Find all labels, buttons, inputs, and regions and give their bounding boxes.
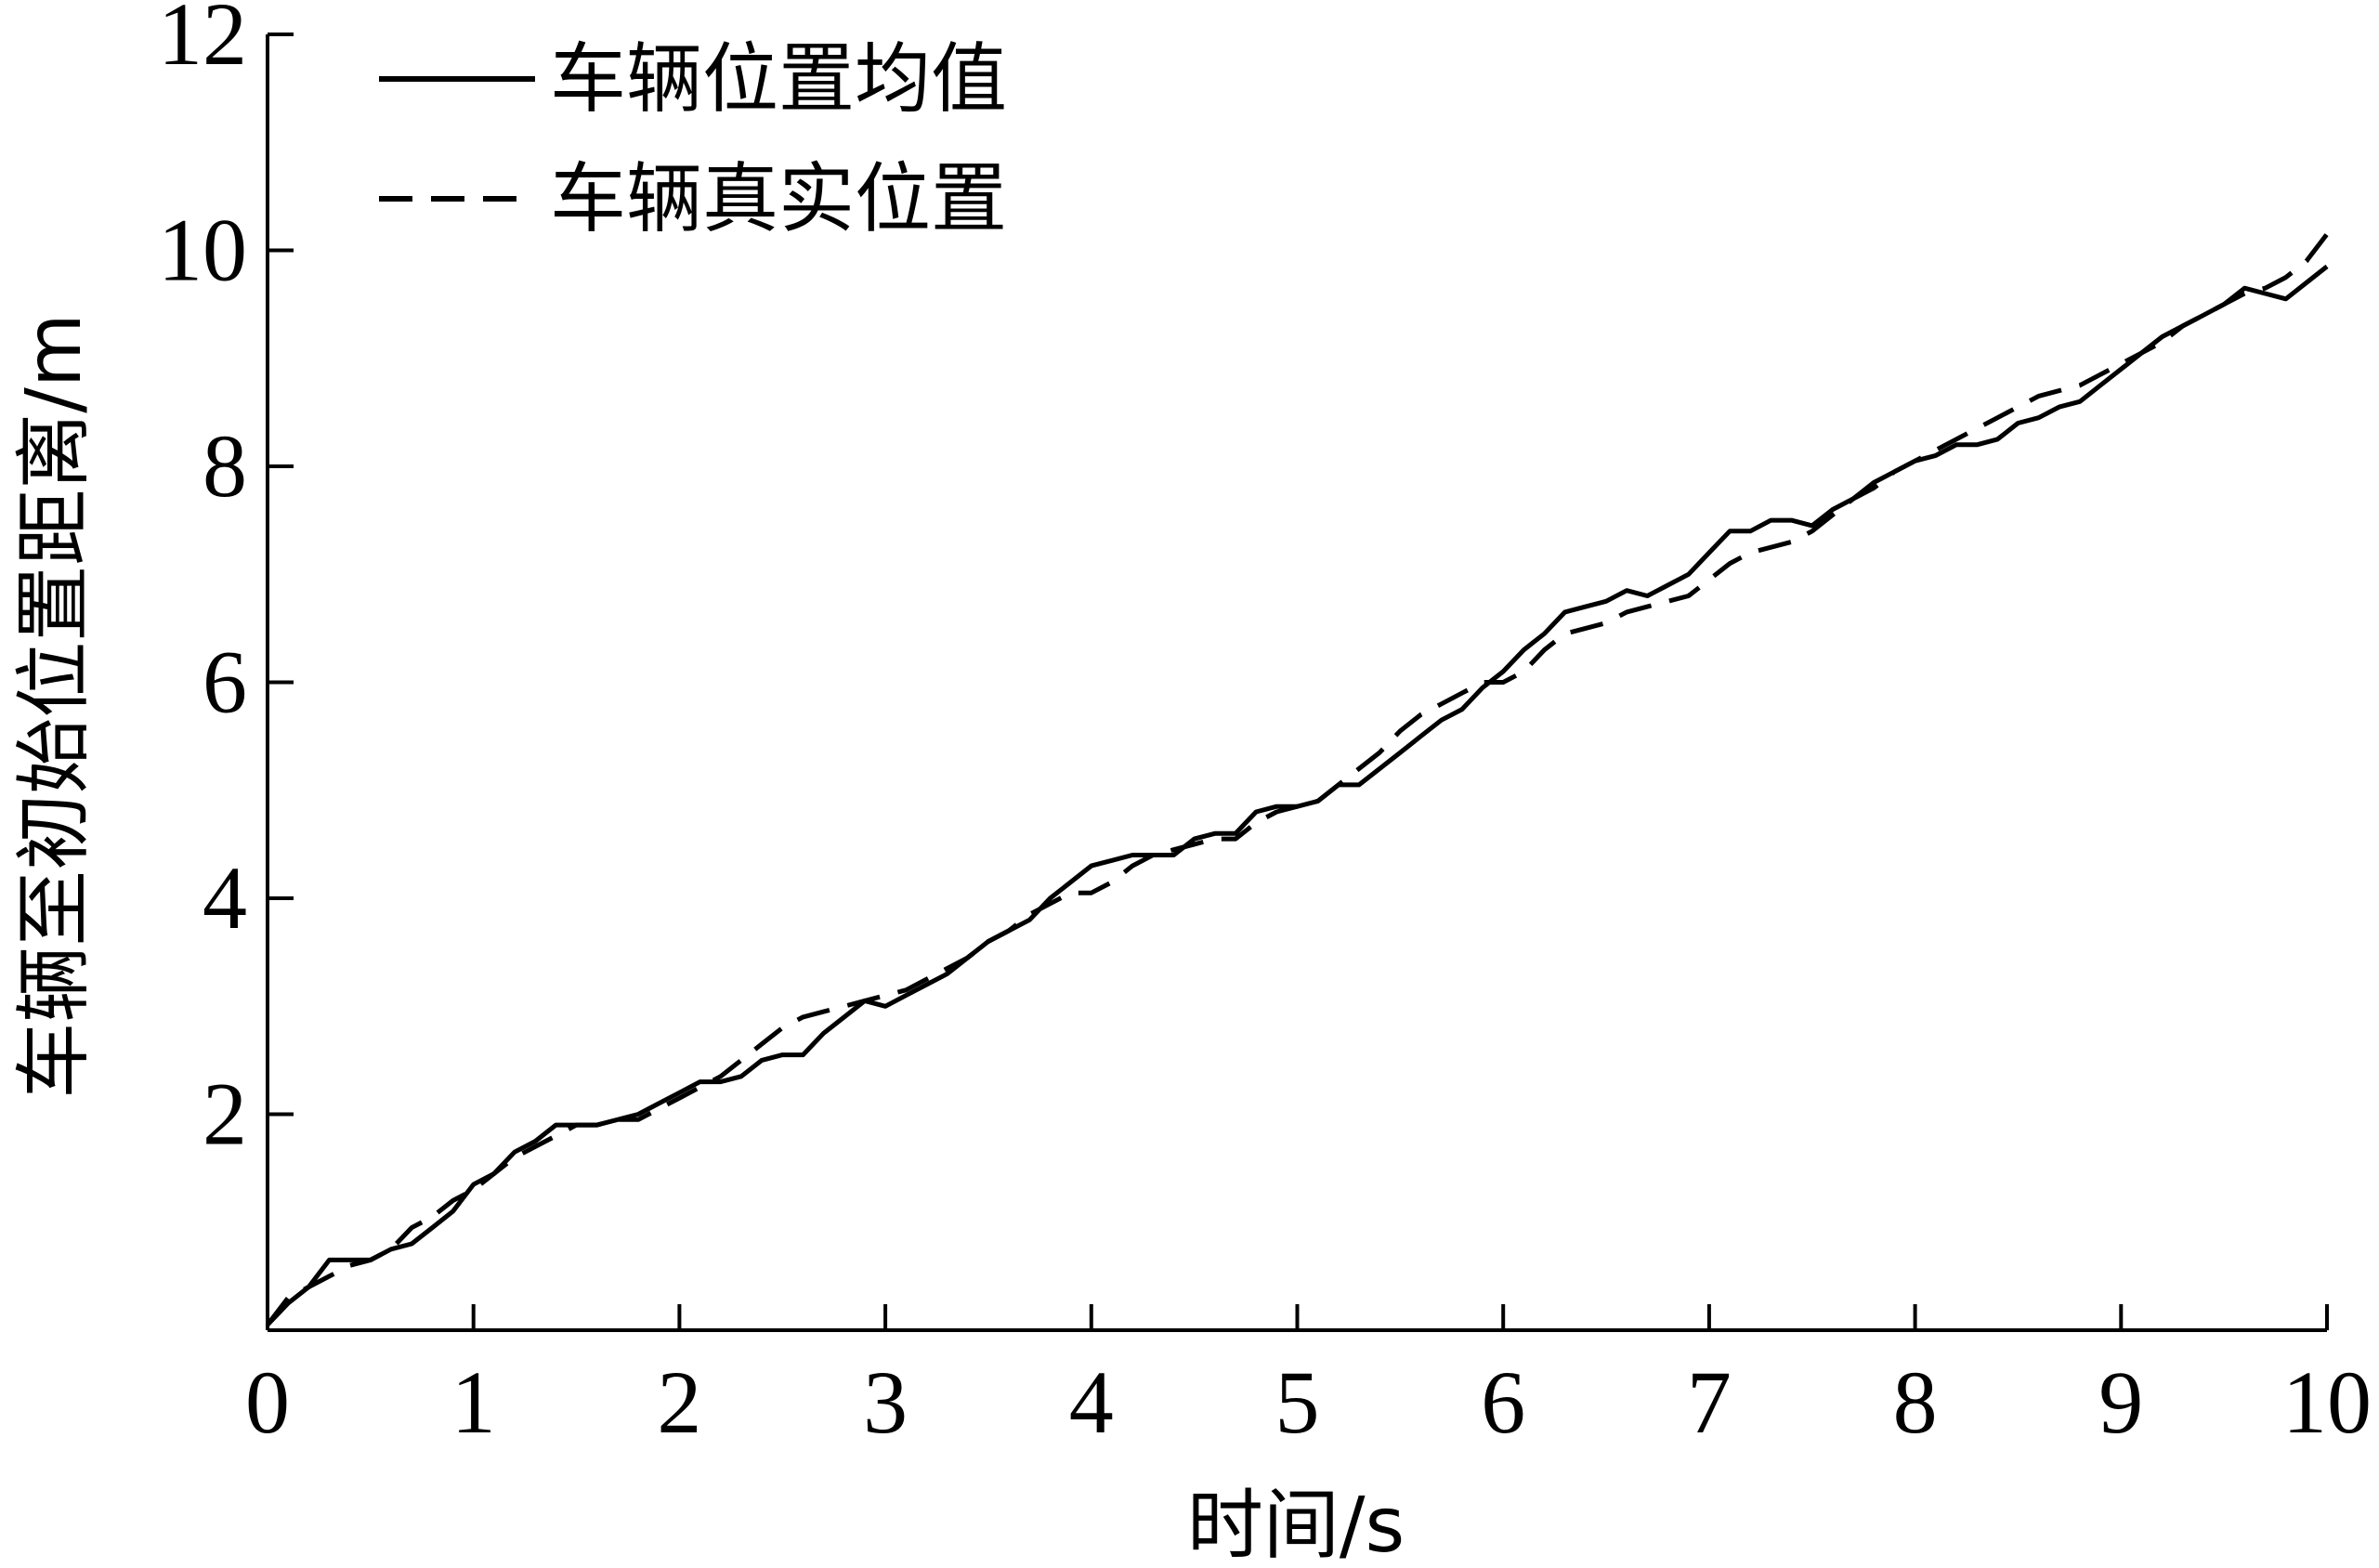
y-tick-label: 4 — [203, 848, 247, 947]
x-tick-label: 2 — [657, 1352, 701, 1452]
x-ticks: 0 1 2 3 4 5 6 7 8 9 10 — [245, 1304, 2372, 1452]
y-tick-label: 12 — [158, 0, 247, 84]
x-tick-label: 9 — [2098, 1352, 2143, 1452]
y-ticks: 2 4 6 8 10 12 — [158, 0, 294, 1164]
legend: 车辆位置均值 车辆真实位置 — [379, 35, 1007, 243]
x-tick-label: 1 — [451, 1352, 496, 1452]
x-tick-label: 10 — [2282, 1352, 2372, 1452]
x-axis-title: 时间/s — [1187, 1482, 1405, 1568]
x-tick-label: 4 — [1069, 1352, 1114, 1452]
legend-label-true: 车辆真实位置 — [550, 155, 1007, 243]
y-tick-label: 8 — [203, 416, 247, 516]
y-tick-label: 2 — [203, 1065, 247, 1164]
series-layer — [266, 232, 2329, 1326]
y-axis-title: 车辆至初始位置距离/m — [10, 313, 98, 1099]
legend-label-mean: 车辆位置均值 — [550, 35, 1007, 124]
x-tick-label: 3 — [863, 1352, 908, 1452]
series-line-mean-position — [266, 264, 2329, 1326]
x-tick-label: 6 — [1481, 1352, 1525, 1452]
y-tick-label: 6 — [203, 633, 247, 732]
x-tick-label: 0 — [245, 1352, 290, 1452]
x-tick-label: 5 — [1275, 1352, 1320, 1452]
x-tick-label: 8 — [1893, 1352, 1938, 1452]
y-tick-label: 10 — [158, 201, 247, 300]
x-tick-label: 7 — [1687, 1352, 1732, 1452]
series-line-true-position — [266, 232, 2329, 1326]
